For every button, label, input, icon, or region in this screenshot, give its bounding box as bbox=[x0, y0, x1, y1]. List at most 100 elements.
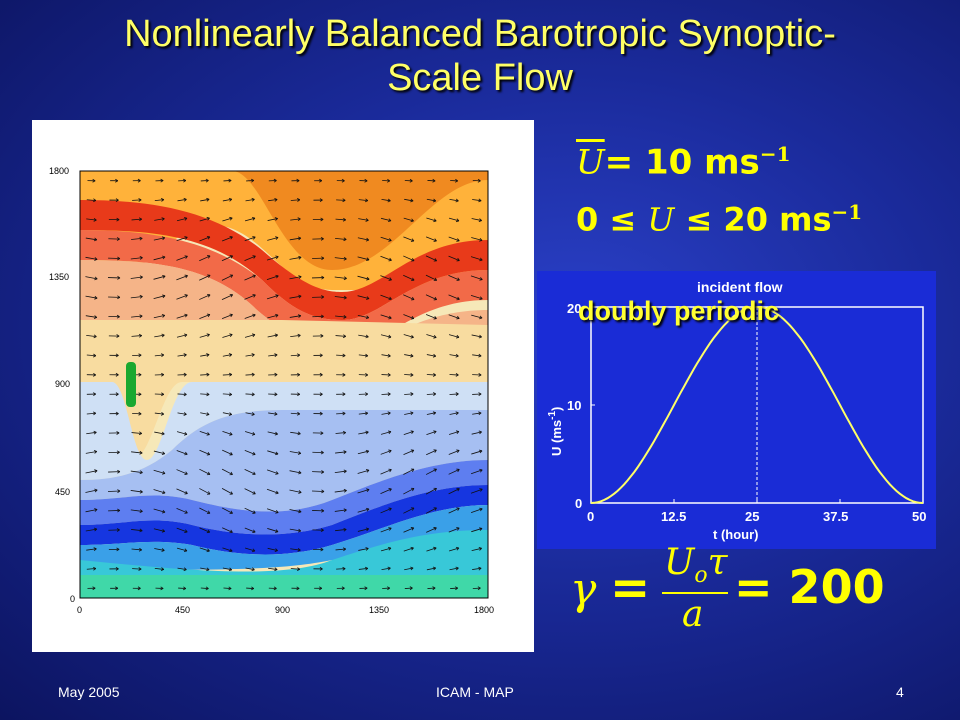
wind-vector-head bbox=[138, 333, 143, 338]
wind-vector-head bbox=[364, 586, 368, 591]
wind-vector-head bbox=[252, 274, 256, 279]
line-y-tick-2: 20 bbox=[567, 301, 581, 316]
wind-vector-head bbox=[479, 296, 483, 301]
wind-vector-head bbox=[160, 586, 164, 591]
wind-vector bbox=[357, 237, 369, 241]
wind-vector bbox=[289, 528, 301, 532]
wind-vector-head bbox=[228, 392, 233, 397]
wind-vector-head bbox=[162, 509, 166, 514]
wind-vector-head bbox=[275, 490, 279, 495]
wind-vector bbox=[357, 314, 369, 319]
wind-vector-head bbox=[410, 392, 414, 396]
wind-vector bbox=[266, 275, 279, 280]
wind-vector-head bbox=[410, 449, 415, 453]
wind-vector-head bbox=[274, 333, 278, 338]
wind-vector bbox=[200, 567, 210, 571]
wind-vector bbox=[471, 314, 483, 319]
wind-vector bbox=[154, 199, 164, 202]
wind-vector bbox=[472, 412, 482, 415]
flow-contour-figure: 0 450 900 1350 1800 0 450 900 1350 1800 bbox=[32, 120, 534, 652]
wind-vector bbox=[380, 508, 392, 514]
wind-vector bbox=[334, 257, 347, 260]
wind-vector bbox=[358, 567, 368, 570]
footer-title: ICAM - MAP bbox=[436, 684, 514, 700]
wind-vector-head bbox=[275, 236, 279, 240]
wind-vector-head bbox=[115, 586, 119, 591]
wind-vector-head bbox=[410, 430, 414, 434]
wind-vector bbox=[266, 295, 279, 300]
wind-vector bbox=[85, 295, 98, 299]
wind-vector-head bbox=[455, 218, 460, 223]
wind-vector-head bbox=[321, 508, 325, 513]
wind-vector bbox=[470, 275, 483, 280]
wind-vector-head bbox=[116, 431, 120, 435]
wind-vector bbox=[334, 490, 347, 493]
wind-vector bbox=[153, 508, 166, 513]
wind-vector bbox=[335, 432, 346, 434]
wind-vector bbox=[176, 255, 188, 261]
wind-vector bbox=[426, 393, 436, 395]
wind-vector-head bbox=[206, 548, 210, 553]
wind-vector bbox=[85, 237, 97, 241]
wind-vector bbox=[222, 412, 232, 415]
wind-vector-head bbox=[410, 411, 414, 416]
wind-vector bbox=[221, 488, 233, 495]
wind-vector bbox=[200, 354, 210, 357]
wind-vector-head bbox=[252, 491, 256, 495]
wind-vector bbox=[448, 294, 460, 300]
wind-vector-head bbox=[388, 315, 392, 320]
wind-vector bbox=[131, 237, 143, 240]
wind-vector bbox=[335, 529, 347, 532]
wind-vector-head bbox=[388, 238, 392, 242]
wind-vector-head bbox=[478, 566, 482, 571]
band-blue-3 bbox=[80, 485, 488, 555]
wind-vector-head bbox=[478, 392, 482, 396]
wind-vector-head bbox=[387, 373, 391, 377]
wind-vector-head bbox=[275, 294, 279, 298]
wind-vector-head bbox=[477, 586, 481, 591]
wind-vector bbox=[131, 315, 143, 318]
wind-vector bbox=[334, 276, 347, 279]
wind-vector bbox=[199, 334, 210, 338]
wind-vector-head bbox=[433, 507, 437, 511]
wind-vector-head bbox=[387, 353, 391, 358]
wind-vector bbox=[336, 412, 346, 415]
wind-vector bbox=[177, 354, 187, 357]
plot-frame bbox=[79, 170, 489, 599]
wind-vector-head bbox=[228, 567, 233, 572]
wind-vector bbox=[334, 509, 347, 512]
wind-vector bbox=[425, 488, 437, 495]
band-red-1 bbox=[80, 171, 488, 270]
wind-vector-head bbox=[115, 372, 119, 377]
wind-vector bbox=[85, 470, 98, 474]
wind-vector-head bbox=[93, 527, 98, 532]
line-x-tick-3: 37.5 bbox=[823, 509, 848, 524]
wind-vector bbox=[222, 198, 232, 202]
wind-vector bbox=[266, 508, 279, 513]
wind-vector-head bbox=[251, 567, 255, 572]
wind-vector-head bbox=[319, 567, 323, 571]
wind-vector bbox=[176, 217, 188, 222]
wind-vector bbox=[449, 393, 459, 395]
wind-vector-head bbox=[388, 296, 392, 301]
range-exp: −1 bbox=[831, 200, 863, 224]
wind-vector-head bbox=[251, 392, 255, 397]
wind-vector bbox=[176, 314, 188, 319]
wind-vector-head bbox=[410, 334, 414, 339]
x-tick-4: 1800 bbox=[474, 605, 494, 615]
wind-vector-head bbox=[115, 178, 119, 183]
wind-vector-head bbox=[251, 353, 255, 357]
wind-vector bbox=[336, 568, 346, 570]
wind-vector-head bbox=[274, 392, 278, 397]
wind-vector-head bbox=[251, 412, 255, 416]
wind-vector-head bbox=[343, 508, 347, 513]
wind-vector bbox=[268, 199, 278, 202]
wind-vector bbox=[426, 449, 437, 456]
mean-wind-equation: U= 10 ms−1 bbox=[576, 142, 791, 182]
wind-vector-head bbox=[138, 372, 142, 377]
wind-vector bbox=[222, 449, 233, 456]
gamma-num-sub: o bbox=[694, 563, 708, 589]
wind-vector bbox=[199, 468, 211, 475]
wind-vector-head bbox=[433, 527, 437, 531]
wind-vector-head bbox=[206, 236, 211, 240]
